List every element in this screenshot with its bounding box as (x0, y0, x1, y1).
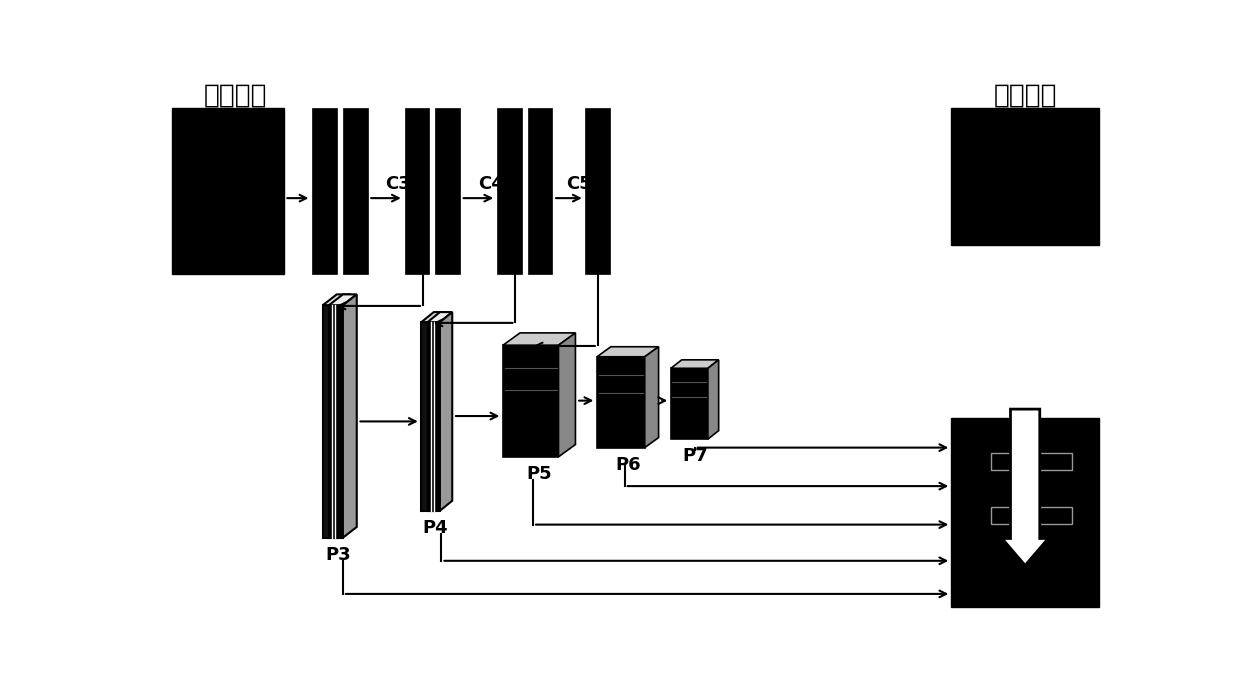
Bar (671, 368, 708, 439)
Bar (991, 507, 1073, 524)
Polygon shape (428, 312, 453, 322)
Bar (422, 322, 434, 511)
Bar (497, 108, 522, 274)
Text: P4: P4 (423, 518, 448, 537)
Bar (585, 108, 610, 274)
Bar (428, 322, 440, 511)
Polygon shape (337, 295, 351, 538)
Bar (503, 345, 558, 457)
Text: C5: C5 (567, 175, 593, 193)
Polygon shape (422, 312, 446, 322)
Bar (991, 453, 1073, 470)
Polygon shape (322, 295, 351, 305)
Text: 输出结果: 输出结果 (993, 83, 1056, 108)
Polygon shape (645, 347, 658, 448)
Bar (435, 108, 460, 274)
Text: C3: C3 (386, 175, 412, 193)
Polygon shape (440, 312, 453, 511)
Polygon shape (329, 295, 357, 305)
Bar (172, 108, 284, 274)
Bar (322, 305, 337, 538)
Polygon shape (343, 295, 357, 538)
Polygon shape (558, 333, 575, 457)
Text: P7: P7 (683, 447, 708, 465)
Bar (312, 108, 337, 274)
Bar (951, 108, 1099, 245)
Polygon shape (434, 312, 446, 511)
Polygon shape (596, 347, 658, 357)
Text: 输入图像: 输入图像 (203, 83, 267, 108)
Bar (404, 108, 429, 274)
Text: P5: P5 (527, 465, 552, 483)
Bar (343, 108, 367, 274)
Polygon shape (503, 333, 575, 345)
Bar (528, 108, 552, 274)
FancyArrow shape (1002, 409, 1048, 566)
Bar (596, 357, 645, 448)
Bar (951, 418, 1099, 607)
Polygon shape (708, 360, 719, 439)
Polygon shape (671, 360, 719, 368)
Bar (329, 305, 343, 538)
Text: P6: P6 (616, 455, 641, 473)
Text: C4: C4 (477, 175, 503, 193)
Text: P3: P3 (325, 546, 351, 564)
